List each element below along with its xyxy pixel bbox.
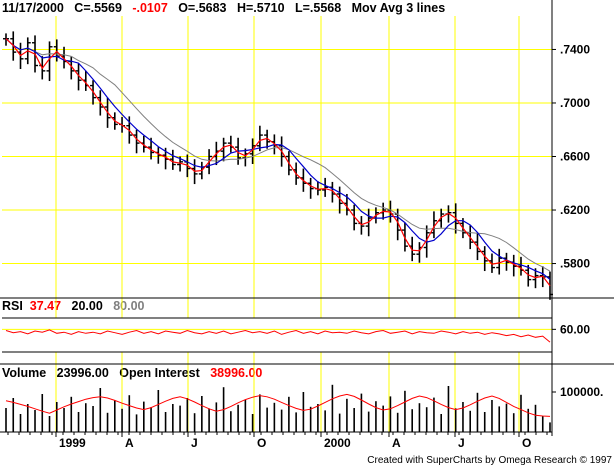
price-bar xyxy=(307,177,314,199)
price-header: 11/17/2000 C=.5569 -.0107 O=.5683 H=.571… xyxy=(2,1,445,15)
price-bar xyxy=(264,129,271,149)
price-bar xyxy=(430,211,437,239)
price-bar xyxy=(358,216,365,235)
header-change: -.0107 xyxy=(132,1,168,15)
price-tick-label: .7000 xyxy=(560,96,590,110)
header-date: 11/17/2000 xyxy=(2,1,64,15)
rsi-panel xyxy=(2,317,552,353)
x-tick-label: A xyxy=(125,436,134,450)
volume-panel xyxy=(5,384,551,432)
rsi-upper: 80.00 xyxy=(113,299,145,313)
price-tick-label: .7400 xyxy=(560,42,590,56)
price-bar xyxy=(416,242,423,263)
price-bar xyxy=(61,46,68,69)
oi-value: 38996.00 xyxy=(210,366,263,380)
price-bar xyxy=(496,248,503,275)
header-study: Mov Avg 3 lines xyxy=(351,1,446,15)
price-bar xyxy=(481,246,488,272)
header-low: L=.5568 xyxy=(294,1,342,15)
footer-credit: Created with SuperCharts by Omega Resear… xyxy=(367,455,612,466)
x-tick-label: J xyxy=(191,436,198,450)
x-tick-label: J xyxy=(458,436,465,450)
x-tick-label: 1999 xyxy=(59,436,86,450)
rsi-line xyxy=(5,329,551,343)
grid-lines xyxy=(2,16,552,432)
price-tick-label: .6600 xyxy=(560,150,590,164)
price-panel xyxy=(3,31,553,300)
price-bar xyxy=(169,149,176,170)
rsi-tick-label: 60.00 xyxy=(560,322,590,336)
x-tick-label: A xyxy=(392,436,401,450)
header-high: H=.5710 xyxy=(236,1,285,15)
price-tick-label: .6200 xyxy=(560,203,590,217)
volume-value: 23996.00 xyxy=(56,366,109,380)
price-bar xyxy=(409,236,416,262)
price-bar xyxy=(220,137,227,162)
rsi-header: RSI 37.47 20.00 80.00 xyxy=(2,299,144,313)
price-bar xyxy=(68,56,75,80)
price-bar xyxy=(227,135,234,153)
price-bar xyxy=(133,129,140,154)
price-tick-label: .5800 xyxy=(560,257,590,271)
volume-tick-label: 100000. xyxy=(560,385,603,399)
price-bar xyxy=(75,63,82,91)
volume-header: Volume 23996.00 Open Interest 38996.00 xyxy=(2,366,262,380)
x-tick-label: O xyxy=(522,436,531,450)
price-bar xyxy=(525,264,532,287)
rsi-lower: 20.00 xyxy=(71,299,103,313)
x-tick-label: 2000 xyxy=(324,436,351,450)
price-bar xyxy=(336,186,343,214)
oi-label: Open Interest xyxy=(119,366,200,380)
price-bar xyxy=(3,33,9,46)
panel-frames xyxy=(0,0,614,436)
price-bar xyxy=(46,41,53,82)
open-interest-line xyxy=(5,393,551,417)
rsi-background xyxy=(2,318,552,352)
header-close: C=.5569 xyxy=(74,1,122,15)
price-bar xyxy=(53,39,60,62)
price-bar xyxy=(256,125,263,152)
rsi-value: 37.47 xyxy=(29,299,62,313)
x-tick-label: O xyxy=(257,436,266,450)
ma-fast-line xyxy=(5,38,551,287)
price-bar xyxy=(322,177,329,197)
axis-labels: 1999 A J O 2000 A J O .7400 .7000 .6600 .6200 .5800 6… xyxy=(7,42,603,450)
ma-mid-line xyxy=(5,38,551,280)
volume-label: Volume xyxy=(2,366,47,380)
header-open: O=.5683 xyxy=(178,1,227,15)
rsi-label: RSI xyxy=(2,299,23,313)
